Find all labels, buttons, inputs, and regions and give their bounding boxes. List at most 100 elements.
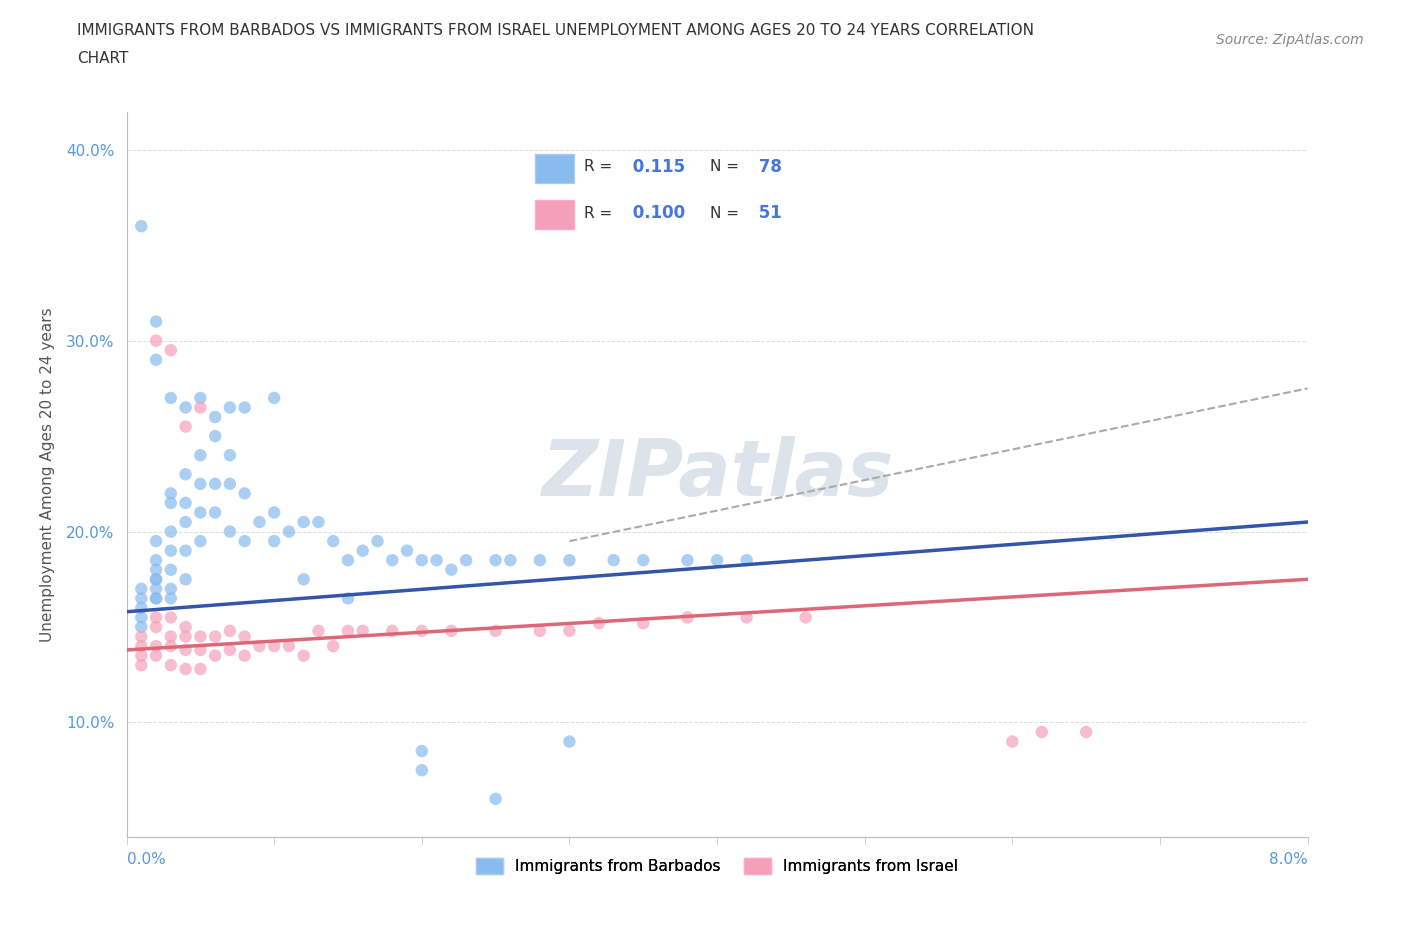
Point — [233, 629, 256, 644]
Point — [292, 648, 315, 663]
Point — [145, 610, 167, 625]
Point — [204, 476, 226, 491]
Point — [249, 639, 271, 654]
Point — [188, 661, 212, 676]
Point — [233, 534, 256, 549]
Point — [676, 552, 699, 567]
Point — [233, 400, 256, 415]
Point — [1001, 734, 1024, 749]
Point — [603, 552, 626, 567]
Point — [292, 572, 315, 587]
Point — [440, 563, 463, 578]
Point — [456, 552, 478, 567]
Point — [278, 525, 301, 539]
Point — [233, 486, 256, 501]
Point — [129, 648, 153, 663]
Point — [337, 623, 360, 638]
Point — [735, 610, 758, 625]
Point — [160, 629, 183, 644]
Point — [263, 534, 285, 549]
Point — [411, 552, 433, 567]
Point — [337, 591, 360, 605]
Point — [735, 552, 758, 567]
Point — [145, 648, 167, 663]
Point — [174, 400, 197, 415]
Point — [174, 572, 197, 587]
Point — [219, 447, 242, 462]
Point — [633, 616, 655, 631]
Point — [145, 591, 167, 605]
Point — [174, 543, 197, 558]
Text: IMMIGRANTS FROM BARBADOS VS IMMIGRANTS FROM ISRAEL UNEMPLOYMENT AMONG AGES 20 TO: IMMIGRANTS FROM BARBADOS VS IMMIGRANTS F… — [77, 23, 1035, 38]
Point — [204, 429, 226, 444]
Y-axis label: Unemployment Among Ages 20 to 24 years: Unemployment Among Ages 20 to 24 years — [41, 307, 55, 642]
Point — [188, 476, 212, 491]
Point — [278, 639, 301, 654]
Point — [233, 648, 256, 663]
Point — [219, 525, 242, 539]
Point — [145, 333, 167, 348]
Point — [174, 467, 197, 482]
Point — [160, 391, 183, 405]
Point — [426, 552, 449, 567]
Point — [484, 552, 508, 567]
Text: 0.0%: 0.0% — [127, 852, 166, 868]
Point — [160, 591, 183, 605]
Point — [145, 619, 167, 634]
Point — [204, 505, 226, 520]
Point — [396, 543, 419, 558]
Point — [145, 581, 167, 596]
Point — [381, 623, 404, 638]
Point — [160, 486, 183, 501]
Point — [160, 658, 183, 672]
Point — [129, 591, 153, 605]
Point — [204, 629, 226, 644]
Point — [1076, 724, 1098, 739]
Point — [499, 552, 522, 567]
Point — [145, 572, 167, 587]
Point — [160, 543, 183, 558]
Text: ZIPatlas: ZIPatlas — [541, 436, 893, 512]
Point — [145, 314, 167, 329]
Point — [174, 629, 197, 644]
Point — [529, 552, 551, 567]
Point — [188, 534, 212, 549]
Point — [188, 400, 212, 415]
Point — [1031, 724, 1053, 739]
Point — [529, 623, 551, 638]
Point — [129, 219, 153, 233]
Text: 8.0%: 8.0% — [1268, 852, 1308, 868]
Point — [484, 623, 508, 638]
Point — [204, 409, 226, 424]
Point — [145, 352, 167, 367]
Point — [337, 552, 360, 567]
Point — [440, 623, 463, 638]
Point — [145, 552, 167, 567]
Point — [188, 505, 212, 520]
Point — [188, 643, 212, 658]
Text: Source: ZipAtlas.com: Source: ZipAtlas.com — [1216, 33, 1364, 46]
Point — [352, 543, 374, 558]
Point — [411, 744, 433, 759]
Point — [174, 619, 197, 634]
Point — [145, 572, 167, 587]
Point — [129, 658, 153, 672]
Point — [188, 391, 212, 405]
Point — [322, 534, 344, 549]
Point — [411, 623, 433, 638]
Point — [352, 623, 374, 638]
Point — [292, 514, 315, 529]
Point — [188, 447, 212, 462]
Point — [145, 591, 167, 605]
Legend: Immigrants from Barbados, Immigrants from Israel: Immigrants from Barbados, Immigrants fro… — [470, 852, 965, 880]
Point — [381, 552, 404, 567]
Point — [367, 534, 389, 549]
Point — [676, 610, 699, 625]
Text: CHART: CHART — [77, 51, 129, 66]
Point — [188, 629, 212, 644]
Point — [558, 552, 581, 567]
Point — [160, 581, 183, 596]
Point — [145, 563, 167, 578]
Point — [263, 505, 285, 520]
Point — [174, 419, 197, 434]
